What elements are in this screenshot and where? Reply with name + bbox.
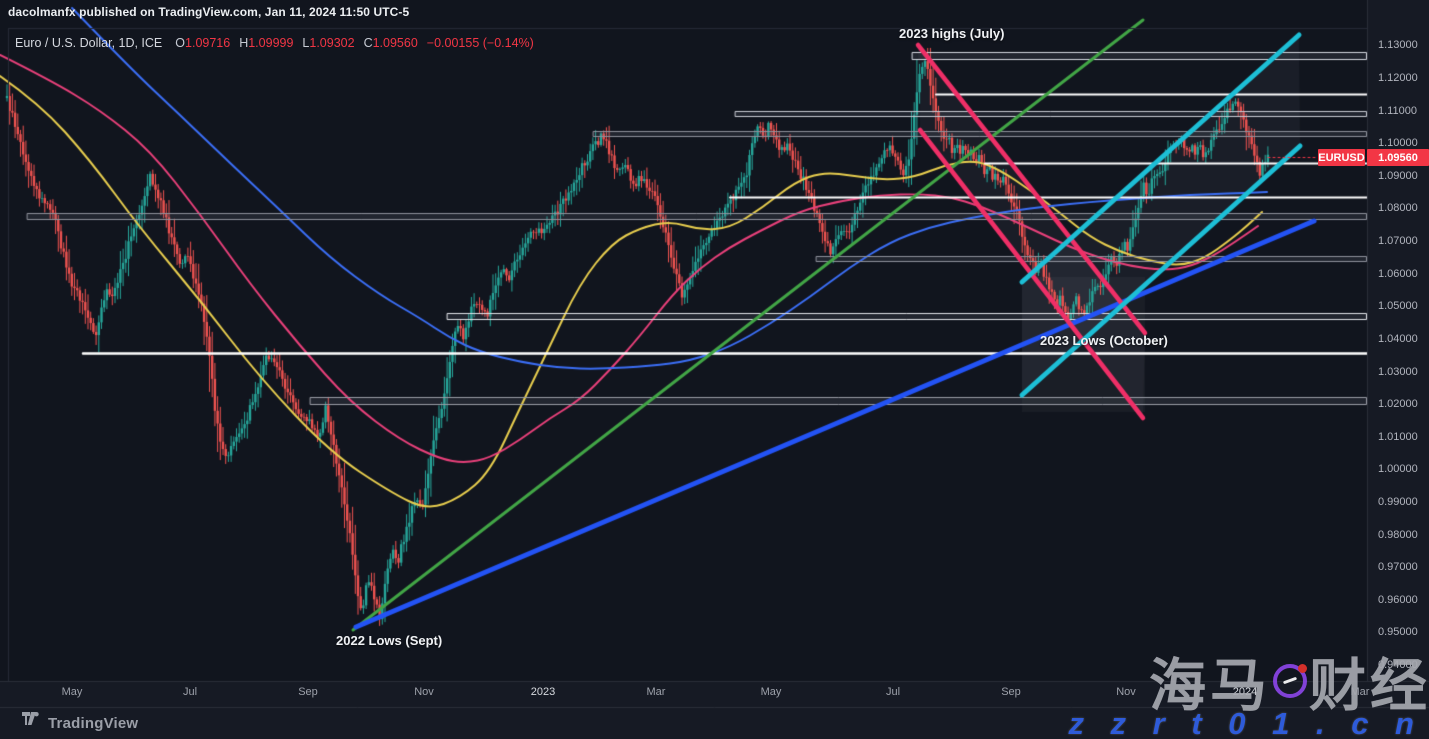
price-tick-label: 0.97000 bbox=[1378, 561, 1418, 573]
price-tick-label: 0.95000 bbox=[1378, 626, 1418, 638]
tradingview-logo-text: TradingView bbox=[48, 714, 139, 732]
watermark-logo-bolt bbox=[1282, 676, 1298, 685]
watermark-logo-dot bbox=[1298, 664, 1307, 673]
attribution-text: dacolmanfx published on TradingView.com,… bbox=[8, 5, 410, 19]
price-tick-label: 1.03000 bbox=[1378, 366, 1418, 378]
price-tick-label: 1.02000 bbox=[1378, 398, 1418, 410]
symbol-legend: Euro / U.S. Dollar, 1D, ICE O1.09716 H1.09… bbox=[15, 36, 534, 50]
time-tick-year: 2024 bbox=[1232, 686, 1258, 698]
symbol-price-tag: EURUSD bbox=[1318, 149, 1365, 166]
price-tick-label: 1.13000 bbox=[1378, 39, 1418, 51]
last-price-tag: 1.09560 bbox=[1367, 149, 1429, 166]
time-tick-month: Jul bbox=[885, 686, 901, 698]
watermark-cjk-right: 财经 bbox=[1309, 654, 1429, 718]
price-tick-label: 1.12000 bbox=[1378, 72, 1418, 84]
price-tick-label: 1.00000 bbox=[1378, 463, 1418, 475]
ohlc-l: L1.09302 bbox=[302, 36, 355, 50]
price-tick-label: 1.08000 bbox=[1378, 202, 1418, 214]
annotation-2023-lows: 2023 Lows (October) bbox=[1040, 333, 1168, 348]
watermark-cjk-left: 海马 bbox=[1149, 654, 1271, 718]
tradingview-footer[interactable]: TradingView bbox=[22, 712, 138, 734]
time-tick-month: Jul bbox=[182, 686, 198, 698]
time-tick-month: Sep bbox=[298, 686, 318, 698]
time-tick-month: Sep bbox=[1001, 686, 1021, 698]
ohlc-c: C1.09560 bbox=[363, 36, 418, 50]
time-tick-month: Nov bbox=[414, 686, 434, 698]
watermark-url: z z r t 0 1 . c n bbox=[1068, 706, 1423, 739]
ohlc-values: O1.09716 H1.09999 L1.09302 C1.09560 bbox=[166, 36, 418, 50]
price-tick-label: 1.01000 bbox=[1378, 431, 1418, 443]
price-tick-label: 1.04000 bbox=[1378, 333, 1418, 345]
price-tick-label: 1.09000 bbox=[1378, 170, 1418, 182]
time-tick-month: Mar bbox=[646, 686, 666, 698]
annotation-2023-highs: 2023 highs (July) bbox=[899, 26, 1005, 41]
price-tick-label: 1.06000 bbox=[1378, 268, 1418, 280]
price-axis[interactable]: 1.13000 1.12000 1.11000 1.10000 1.09000 1.080… bbox=[1368, 0, 1429, 739]
price-tick-label: 1.05000 bbox=[1378, 300, 1418, 312]
price-tick-label: 0.98000 bbox=[1378, 529, 1418, 541]
price-tick-label: 1.10000 bbox=[1378, 137, 1418, 149]
watermark-logo-icon bbox=[1273, 664, 1307, 698]
time-tick-month: May bbox=[61, 686, 83, 698]
price-tick-label: 0.99000 bbox=[1378, 496, 1418, 508]
price-tick-label: 0.94000 bbox=[1378, 659, 1418, 671]
time-tick-month: Nov bbox=[1116, 686, 1136, 698]
ohlc-o: O1.09716 bbox=[175, 36, 231, 50]
time-tick-month: Mar bbox=[1350, 686, 1370, 698]
watermark-cjk: 海马 财经 bbox=[1149, 640, 1429, 722]
annotation-2022-lows: 2022 Lows (Sept) bbox=[336, 633, 443, 648]
tradingview-logo-icon bbox=[22, 712, 41, 734]
price-tick-label: 0.96000 bbox=[1378, 594, 1418, 606]
ohlc-h: H1.09999 bbox=[239, 36, 294, 50]
time-axis[interactable]: May Jul Sep Nov 2023 Mar May Jul Sep Nov 2024 Mar bbox=[0, 686, 1429, 706]
time-tick-month: May bbox=[760, 686, 782, 698]
time-tick-year: 2023 bbox=[530, 686, 556, 698]
symbol-title[interactable]: Euro / U.S. Dollar, 1D, ICE bbox=[15, 36, 163, 50]
price-tick-label: 1.11000 bbox=[1378, 105, 1417, 117]
change-value: −0.00155 (−0.14%) bbox=[426, 36, 534, 50]
price-tick-label: 1.07000 bbox=[1378, 235, 1418, 247]
